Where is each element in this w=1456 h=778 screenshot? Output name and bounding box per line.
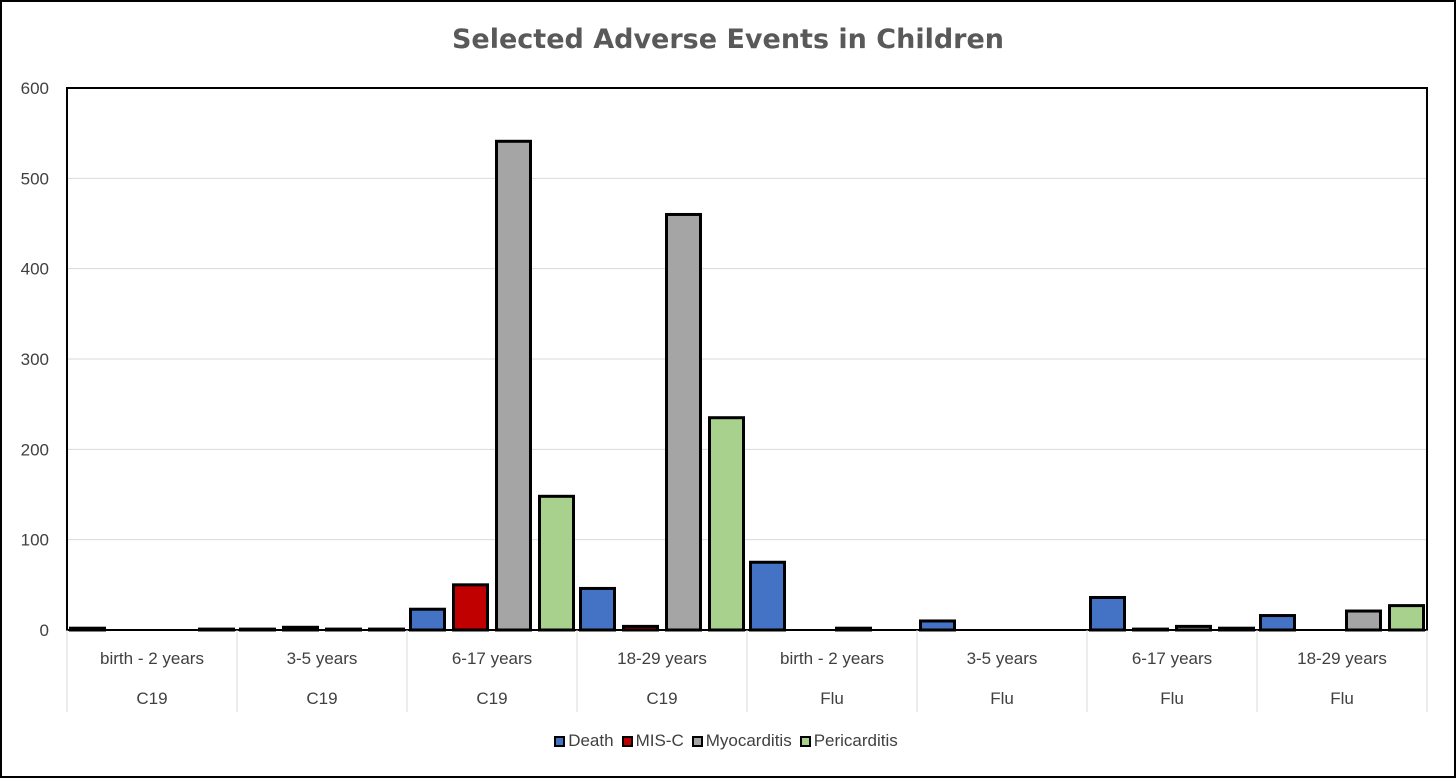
x-age-label: 3-5 years — [967, 649, 1038, 668]
bar-mis-c — [622, 624, 659, 632]
bar-pericarditis — [1388, 604, 1425, 632]
legend-label: Pericarditis — [813, 731, 898, 750]
x-vaccine-label: C19 — [476, 689, 507, 708]
bar-pericarditis — [198, 627, 235, 632]
x-vaccine-label: Flu — [1160, 689, 1184, 708]
x-vaccine-label: C19 — [306, 689, 337, 708]
x-vaccine-label: Flu — [990, 689, 1014, 708]
x-age-label: 3-5 years — [287, 649, 358, 668]
x-vaccine-label: Flu — [1330, 689, 1354, 708]
x-vaccine-label: Flu — [820, 689, 844, 708]
legend-swatch — [691, 735, 703, 747]
bar-myocarditis — [495, 139, 532, 632]
y-tick-label: 100 — [21, 531, 49, 550]
bar-death — [579, 586, 616, 632]
y-tick-label: 600 — [21, 79, 49, 98]
y-tick-label: 500 — [21, 169, 49, 188]
x-age-label: 18-29 years — [617, 649, 707, 668]
x-age-label: birth - 2 years — [100, 649, 204, 668]
bar-death — [409, 607, 446, 632]
chart-title: Selected Adverse Events in Children — [451, 24, 1005, 55]
x-age-label: 6-17 years — [1132, 649, 1212, 668]
bar-mis-c — [282, 625, 319, 632]
bar-pericarditis — [368, 627, 405, 632]
bar-myocarditis — [665, 212, 702, 632]
bar-myocarditis — [1175, 624, 1212, 632]
bar-death — [69, 626, 106, 632]
legend-item: Pericarditis — [799, 731, 898, 751]
x-age-label: 6-17 years — [452, 649, 532, 668]
bar-mis-c — [452, 583, 489, 632]
legend-item: MIS-C — [621, 731, 684, 751]
legend: Death MIS-C Myocarditis Pericarditis — [0, 731, 1452, 751]
bar-myocarditis — [325, 627, 362, 632]
x-vaccine-label: C19 — [646, 689, 677, 708]
bar-pericarditis — [708, 416, 745, 632]
y-tick-label: 400 — [21, 260, 49, 279]
legend-swatch — [621, 735, 633, 747]
y-tick-label: 0 — [40, 621, 49, 640]
legend-label: Death — [568, 731, 614, 750]
bar-pericarditis — [538, 494, 575, 632]
x-age-label: 18-29 years — [1297, 649, 1387, 668]
y-tick-label: 300 — [21, 350, 49, 369]
x-vaccine-label: C19 — [136, 689, 167, 708]
legend-swatch — [799, 735, 811, 747]
bar-pericarditis — [1218, 626, 1255, 632]
bar-myocarditis — [835, 626, 872, 632]
legend-swatch — [554, 735, 566, 747]
legend-label: Myocarditis — [705, 731, 792, 750]
x-age-label: birth - 2 years — [780, 649, 884, 668]
legend-item: Myocarditis — [691, 731, 792, 751]
bar-mis-c — [1132, 627, 1169, 632]
y-tick-label: 200 — [21, 440, 49, 459]
bar-death — [1259, 614, 1296, 632]
bar-myocarditis — [1345, 609, 1382, 632]
bar-death — [749, 560, 786, 632]
bar-death — [1089, 595, 1126, 632]
bar-death — [919, 619, 956, 632]
bar-death — [239, 627, 276, 632]
legend-label: MIS-C — [635, 731, 684, 750]
legend-item: Death — [554, 731, 614, 751]
